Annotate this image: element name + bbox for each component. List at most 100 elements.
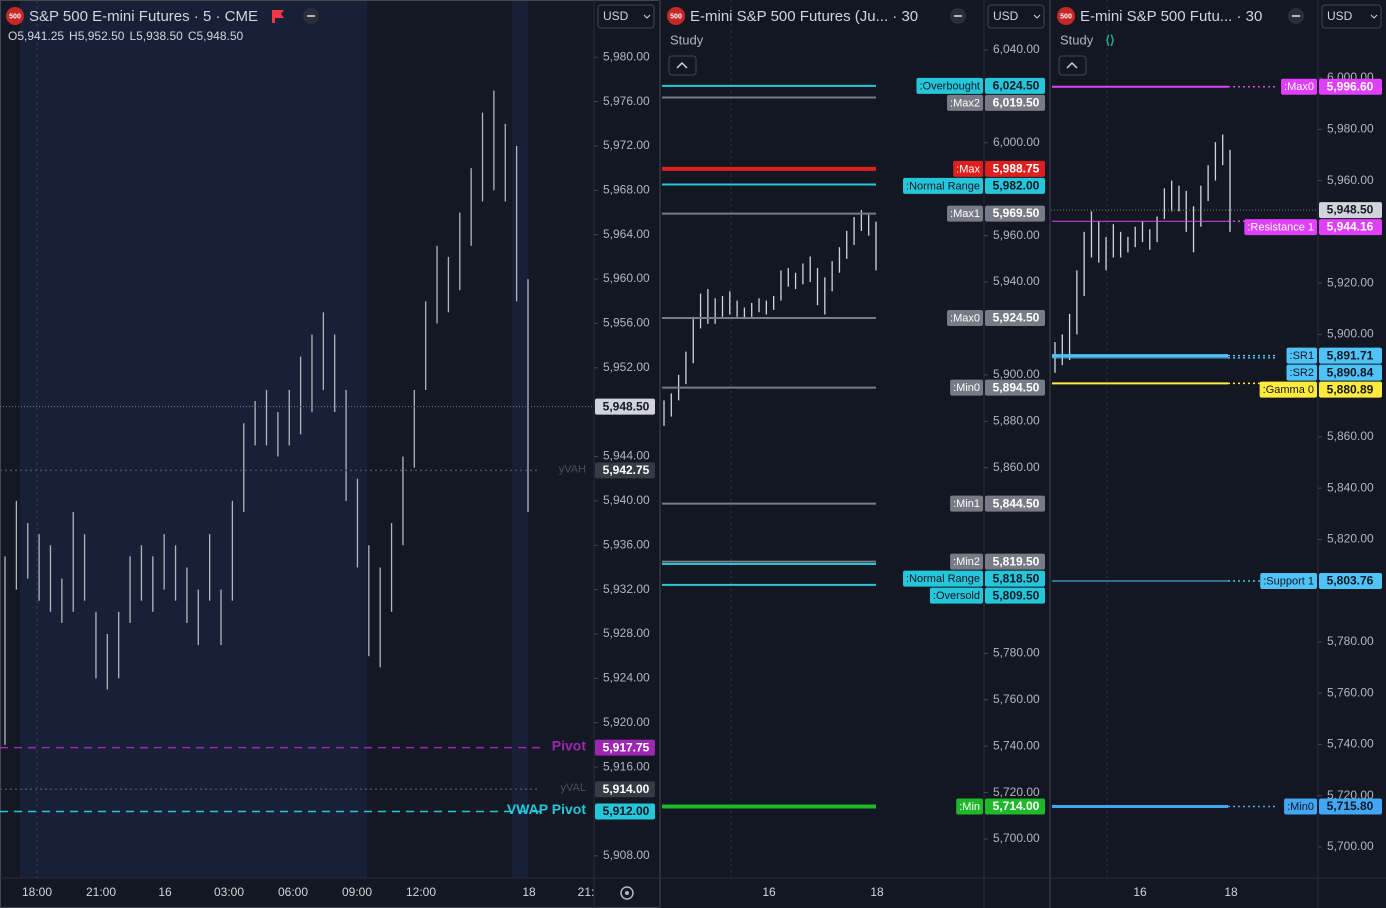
price-label: 5,715.80 xyxy=(1327,799,1374,813)
x-tick-label: 09:00 xyxy=(342,885,372,899)
y-tick-label: 5,968.00 xyxy=(603,183,650,197)
y-tick-label: 5,980.00 xyxy=(603,49,650,63)
y-tick-label: 5,980.00 xyxy=(1327,122,1374,136)
x-tick-label: 18 xyxy=(522,885,536,899)
settings-icon[interactable] xyxy=(620,886,634,900)
chart-title: S&P 500 E-mini Futures · 5 · CME xyxy=(29,8,258,25)
level-name: :Resistance 1 xyxy=(1247,221,1314,233)
y-tick-label: 5,860.00 xyxy=(993,460,1040,474)
price-label-box xyxy=(1319,798,1382,815)
price-label-box xyxy=(985,798,1045,815)
price-label: 5,969.50 xyxy=(993,206,1040,220)
level-name-box xyxy=(956,798,983,815)
chevron xyxy=(676,61,688,69)
price-label: 5,996.60 xyxy=(1327,79,1374,93)
y-tick-label: 5,720.00 xyxy=(1327,788,1374,802)
study-status-icon: ⟨⟩ xyxy=(1105,33,1114,47)
price-label: 5,844.50 xyxy=(993,496,1040,510)
level-name-box xyxy=(953,160,983,177)
y-tick-label: 5,780.00 xyxy=(1327,634,1374,648)
level-name: :Min1 xyxy=(953,498,980,510)
symbol-badge xyxy=(667,7,685,25)
y-tick-label: 5,880.00 xyxy=(993,413,1040,427)
level-name: :Oversold xyxy=(933,590,980,602)
y-tick-label: 5,908.00 xyxy=(603,848,650,862)
y-tick-label: 5,900.00 xyxy=(993,367,1040,381)
price-label-box xyxy=(985,94,1045,111)
price-label-box xyxy=(1319,573,1382,590)
price-label-box xyxy=(1319,219,1382,236)
y-tick-label: 5,916.00 xyxy=(603,759,650,773)
y-tick-label: 5,932.00 xyxy=(603,582,650,596)
level-name-box xyxy=(1284,798,1317,815)
level-name-box xyxy=(1259,381,1317,398)
price-label: 5,942.75 xyxy=(603,463,650,477)
x-tick-label: 03:00 xyxy=(214,885,244,899)
y-tick-label: 5,720.00 xyxy=(993,785,1040,799)
price-label: 5,819.50 xyxy=(993,554,1040,568)
price-label-box xyxy=(985,309,1045,326)
x-tick-label: 18 xyxy=(870,885,884,899)
toggle-button[interactable] xyxy=(668,55,697,76)
price-label-box xyxy=(1319,78,1382,95)
y-tick-label: 5,936.00 xyxy=(603,537,650,551)
x-tick-label: 21: xyxy=(578,885,595,899)
ohlc-value: O5,941.25 xyxy=(8,29,64,43)
badge-text: 500 xyxy=(670,13,682,20)
x-tick-label: 16 xyxy=(158,885,172,899)
y-tick-label: 5,976.00 xyxy=(603,94,650,108)
symbol-badge xyxy=(6,7,24,25)
badge-text: 500 xyxy=(1060,13,1072,20)
price-label-box xyxy=(1319,364,1382,381)
level-name: :Gamma 0 xyxy=(1263,384,1314,396)
dropdown-chevron xyxy=(1033,14,1041,19)
y-tick-label: 5,944.00 xyxy=(603,449,650,463)
level-name-box xyxy=(947,309,983,326)
study-label: Study xyxy=(1060,32,1094,47)
dropdown-chevron xyxy=(1370,14,1378,19)
y-tick-label: 5,740.00 xyxy=(993,738,1040,752)
y-tick-label: 5,760.00 xyxy=(1327,685,1374,699)
price-label: 6,024.50 xyxy=(993,79,1040,93)
price-label: 5,948.50 xyxy=(1327,203,1374,217)
chart-title: E-mini S&P 500 Futures (Ju... · 30 xyxy=(690,8,918,25)
price-label: 5,803.76 xyxy=(1327,574,1374,588)
level-name-box xyxy=(1286,364,1317,381)
toggle-button[interactable] xyxy=(1058,55,1087,76)
level-name-box xyxy=(947,94,983,111)
y-tick-label: 5,740.00 xyxy=(1327,737,1374,751)
level-name: yVAH xyxy=(559,463,586,475)
level-name-box xyxy=(950,553,983,570)
level-name: VWAP Pivot xyxy=(507,801,586,817)
x-tick-label: 18 xyxy=(1224,885,1238,899)
level-name-box xyxy=(916,77,983,94)
price-label: 5,944.16 xyxy=(1327,220,1374,234)
level-name: :Min2 xyxy=(953,556,980,568)
level-name: :Min xyxy=(959,801,980,813)
level-name: :Overbought xyxy=(919,80,980,92)
badge-text: 500 xyxy=(9,13,21,20)
y-tick-label: 5,924.00 xyxy=(603,671,650,685)
price-label-box xyxy=(985,205,1045,222)
level-name-box xyxy=(1260,573,1317,590)
y-tick-label: 6,000.00 xyxy=(993,135,1040,149)
level-name-box xyxy=(950,379,983,396)
price-label-box xyxy=(985,379,1045,396)
price-label-box xyxy=(1319,347,1382,364)
y-tick-label: 5,960.00 xyxy=(993,228,1040,242)
y-tick-label: 5,960.00 xyxy=(603,271,650,285)
level-name: :Support 1 xyxy=(1263,575,1314,587)
level-name: :Max0 xyxy=(1284,81,1314,93)
x-tick-label: 18:00 xyxy=(22,885,52,899)
price-label-box xyxy=(595,739,655,756)
y-tick-label: 5,972.00 xyxy=(603,138,650,152)
currency-select[interactable] xyxy=(597,4,655,29)
ohlc-value: H5,952.50 xyxy=(69,29,125,43)
currency-select[interactable] xyxy=(987,4,1045,29)
chart-title: E-mini S&P 500 Futu... · 30 xyxy=(1080,8,1262,25)
currency-select[interactable] xyxy=(1321,4,1382,29)
ohlc-value: C5,948.50 xyxy=(188,29,244,43)
y-tick-label: 5,940.00 xyxy=(993,274,1040,288)
flag-icon[interactable] xyxy=(272,10,284,23)
